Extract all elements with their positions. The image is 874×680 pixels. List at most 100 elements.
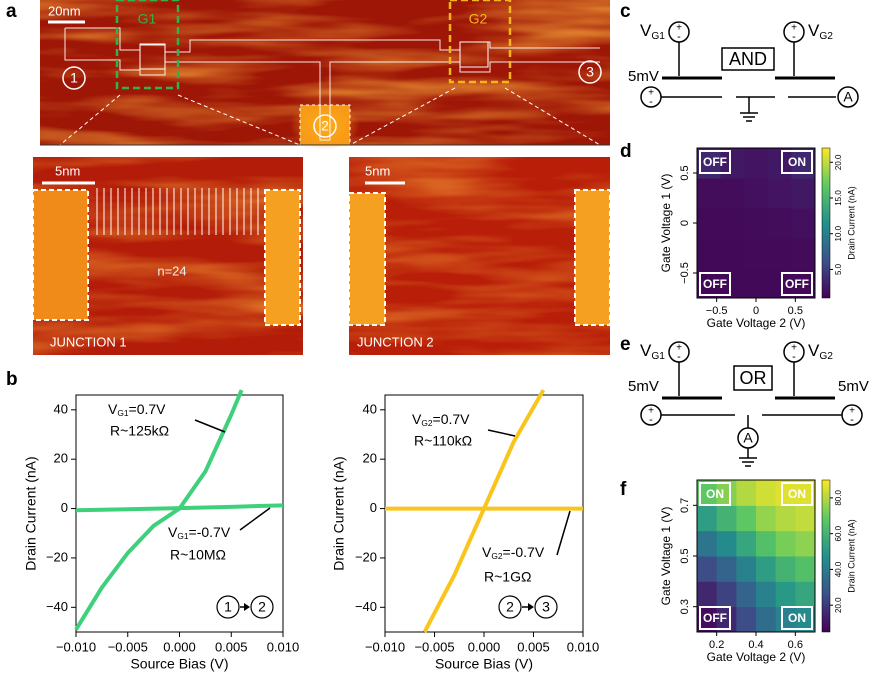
corner-label: ON bbox=[788, 611, 806, 625]
heat-cell bbox=[697, 505, 717, 531]
polarity: - bbox=[677, 31, 681, 43]
label-main: V bbox=[808, 21, 820, 40]
y-tick-label: 0 bbox=[61, 500, 68, 515]
y-tick-label: −40 bbox=[46, 599, 68, 614]
heat-cell bbox=[768, 178, 792, 209]
heat-cell bbox=[697, 208, 721, 239]
polarity: - bbox=[649, 414, 653, 426]
arrow-head bbox=[528, 603, 534, 611]
colorbar-tick-label: 5.0 bbox=[834, 263, 843, 275]
corner-label: OFF bbox=[703, 155, 727, 169]
scale-bar-label: 20nm bbox=[48, 3, 81, 18]
y-tick-label: 0.5 bbox=[679, 548, 691, 563]
source-label: 5mV bbox=[628, 68, 659, 85]
panel-label: d bbox=[620, 141, 632, 162]
colorbar-tick-label: 20.0 bbox=[834, 154, 843, 170]
x-tick-label: 0.4 bbox=[748, 639, 763, 651]
x-tick-label: 0.005 bbox=[215, 639, 248, 654]
label-main: V bbox=[640, 21, 652, 40]
corner-label: ON bbox=[788, 155, 806, 169]
x-tick-label: 0 bbox=[753, 305, 759, 317]
x-tick-label: −0.005 bbox=[108, 639, 148, 654]
data-line bbox=[76, 505, 283, 510]
label: VG2 bbox=[808, 341, 833, 361]
annotation: R~1GΩ bbox=[484, 569, 531, 585]
heat-cell bbox=[721, 238, 745, 269]
label-sub: G2 bbox=[819, 31, 833, 42]
plot-frame bbox=[76, 395, 283, 632]
panel-label: e bbox=[620, 334, 631, 355]
arrow-head bbox=[244, 603, 250, 611]
y-tick-label: 40 bbox=[54, 401, 68, 416]
junction-label: JUNCTION 2 bbox=[357, 334, 434, 349]
label-sub: G1 bbox=[177, 531, 189, 541]
heat-cell bbox=[776, 531, 796, 557]
label: VG2=-0.7V bbox=[482, 544, 545, 562]
x-tick-label: 0.000 bbox=[468, 639, 501, 654]
heat-cell bbox=[736, 581, 756, 607]
y-axis-label: Drain Current (nA) bbox=[23, 456, 39, 570]
colorbar-tick-label: 80.0 bbox=[834, 490, 843, 506]
label-rest: =-0.7V bbox=[189, 524, 231, 540]
label-rest: =-0.7V bbox=[503, 544, 545, 560]
heat-cell bbox=[717, 505, 737, 531]
heat-cell bbox=[756, 480, 776, 506]
heat-cell bbox=[697, 178, 721, 209]
annotation: R~125kΩ bbox=[110, 423, 169, 439]
panel-label: f bbox=[620, 479, 627, 500]
stm-overview: 20nm G1 G2 1 2 3 bbox=[40, 0, 610, 150]
polarity: - bbox=[792, 31, 796, 43]
x-tick-label: 0.010 bbox=[567, 639, 600, 654]
label-sub: G2 bbox=[421, 418, 433, 428]
label-sub: G2 bbox=[819, 351, 833, 362]
colorbar-tick-label: 40.0 bbox=[834, 561, 843, 577]
y-axis-label: Gate Voltage 1 (V) bbox=[659, 174, 673, 273]
heat-cell bbox=[697, 581, 717, 607]
panel-label: c bbox=[620, 1, 631, 22]
y-tick-label: 20 bbox=[54, 451, 68, 466]
node-label: 1 bbox=[70, 70, 78, 86]
colorbar bbox=[822, 480, 830, 632]
scale-bar-label: 5nm bbox=[365, 163, 390, 178]
leader-line bbox=[195, 420, 225, 432]
label-sub: G1 bbox=[651, 31, 665, 42]
junction-image: 5nm n=24 JUNCTION 1 bbox=[33, 157, 303, 355]
gate-label: G1 bbox=[138, 11, 157, 27]
heat-cell bbox=[791, 238, 815, 269]
heat-cell bbox=[736, 556, 756, 582]
colorbar-tick-label: 15.0 bbox=[834, 190, 843, 206]
heat-cell bbox=[756, 556, 776, 582]
y-axis-label: Drain Current (nA) bbox=[331, 456, 347, 570]
x-tick-label: −0.010 bbox=[56, 639, 96, 654]
heat-cell bbox=[756, 505, 776, 531]
polarity: - bbox=[649, 96, 653, 108]
colorbar-tick-label: 20.0 bbox=[834, 597, 843, 613]
corner-label: OFF bbox=[703, 277, 727, 291]
heat-cell bbox=[697, 238, 721, 269]
heat-cell bbox=[736, 531, 756, 557]
figure: a b c d e f 20nm G1 G2 1 2 3 5nm n=24 JU… bbox=[0, 0, 874, 680]
source-label: 5mV bbox=[838, 378, 869, 395]
meter-label: A bbox=[843, 89, 853, 105]
heat-cell bbox=[744, 268, 768, 299]
heat-cell bbox=[756, 531, 776, 557]
node-label: 2 bbox=[321, 118, 329, 134]
x-tick-label: −0.005 bbox=[414, 639, 454, 654]
heat-cell bbox=[776, 581, 796, 607]
colorbar bbox=[822, 148, 830, 298]
heat-cell bbox=[744, 178, 768, 209]
annotation: R~110kΩ bbox=[414, 433, 472, 449]
node-label: 3 bbox=[586, 64, 594, 80]
junction-image: 5nm JUNCTION 2 bbox=[349, 157, 610, 355]
label-sub: G1 bbox=[117, 408, 129, 418]
heat-cell bbox=[795, 581, 815, 607]
source-label: 5mV bbox=[628, 378, 659, 395]
junction-label: JUNCTION 1 bbox=[50, 334, 127, 349]
y-tick-label: −20 bbox=[46, 549, 68, 564]
label-main: V bbox=[640, 341, 652, 360]
label-sub: G1 bbox=[651, 351, 665, 362]
colorbar-tick-label: 60.0 bbox=[834, 525, 843, 541]
heat-cell bbox=[776, 505, 796, 531]
node-label: 1 bbox=[224, 599, 232, 615]
y-tick-label: 0.3 bbox=[679, 599, 691, 614]
